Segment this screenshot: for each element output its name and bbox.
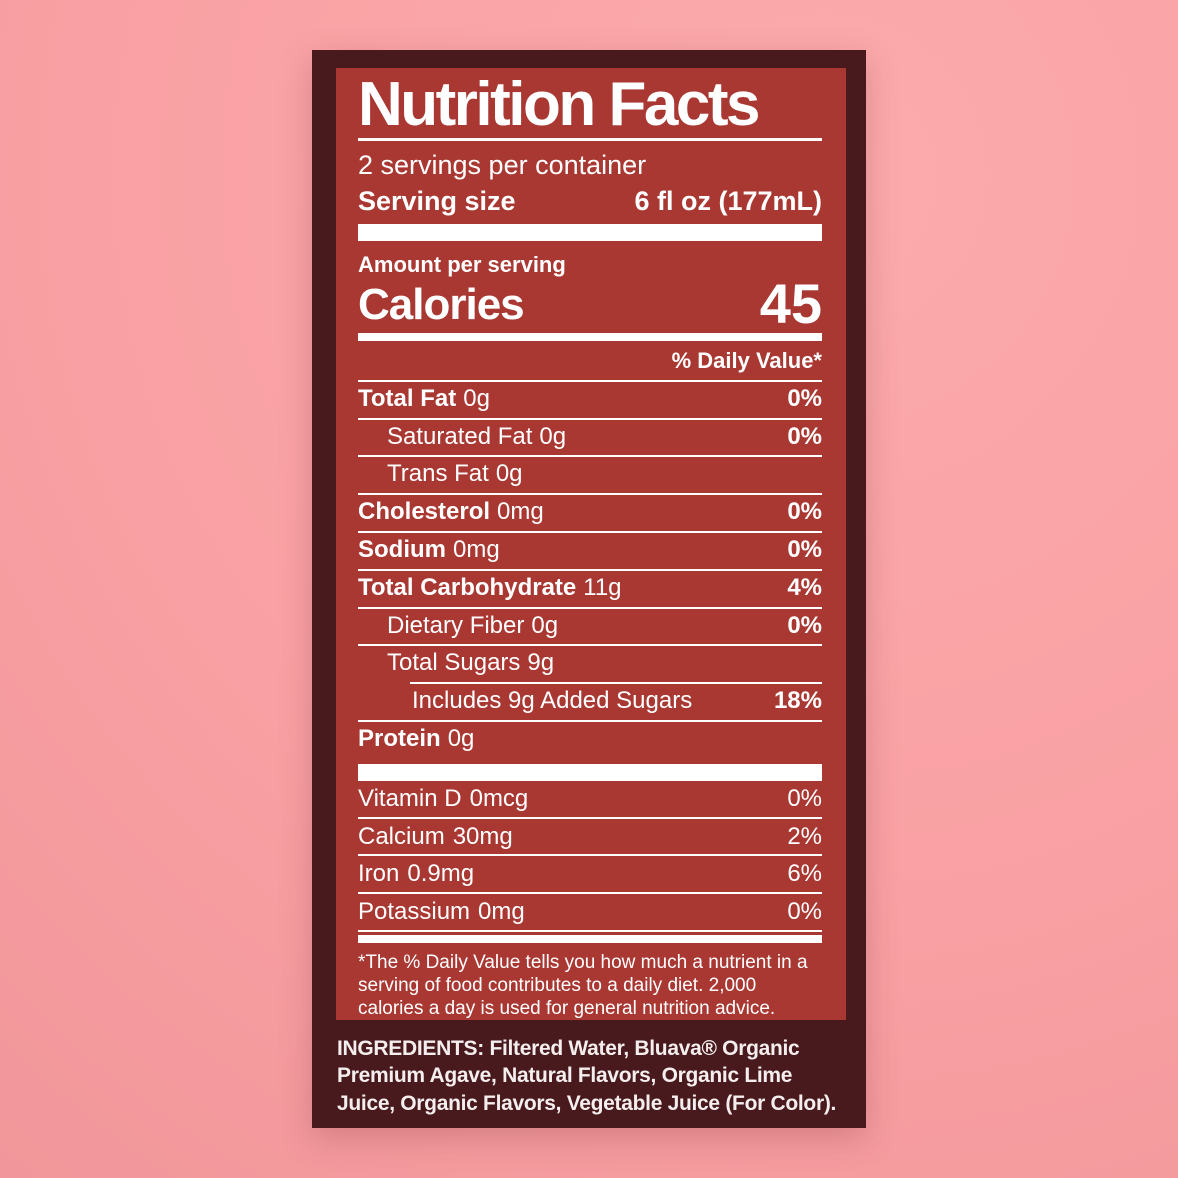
nutrient-amount: 0g (495, 460, 523, 488)
nutrient-label: Total Fat (358, 384, 457, 412)
nutrient-row-protein: Protein 0g (358, 722, 822, 758)
nutrient-label: Potassium (358, 898, 471, 926)
daily-value-footnote: *The % Daily Value tells you how much a … (358, 951, 808, 1020)
nutrient-row-total-fat: Total Fat 0g 0% (358, 382, 822, 420)
nutrient-dv: 0% (787, 498, 822, 526)
nutrient-amount: 0.9mg (407, 860, 475, 888)
calories-row: Calories 45 (358, 271, 822, 335)
nutrient-amount: 0g (447, 724, 475, 752)
nutrient-row-saturated-fat: Saturated Fat 0g 0% (358, 420, 822, 458)
nutrient-row-added-sugars: Includes 9g Added Sugars 18% (358, 684, 822, 722)
nutrient-label: Trans Fat (387, 460, 489, 488)
nutrient-row-cholesterol: Cholesterol 0mg 0% (358, 495, 822, 533)
nutrient-dv: 4% (787, 573, 822, 601)
nutrient-amount: 0g (539, 422, 567, 450)
nutrient-amount: 9g (527, 649, 555, 677)
separator-thick (358, 763, 822, 781)
micronutrient-row-calcium: Calcium 30mg 2% (358, 819, 822, 857)
nutrient-amount: 11g (583, 573, 622, 601)
nutrient-label: Total Sugars (387, 649, 521, 677)
nutrient-amount: 0mg (497, 498, 544, 526)
nutrient-label: Sodium (358, 535, 446, 563)
nutrient-amount: 0mcg (469, 784, 529, 812)
micronutrient-row-iron: Iron 0.9mg 6% (358, 856, 822, 895)
nutrient-dv: 6% (787, 860, 822, 888)
serving-size-value: 6 fl oz (177mL) (634, 185, 822, 216)
nutrient-row-trans-fat: Trans Fat 0g (358, 457, 822, 496)
calories-value: 45 (759, 271, 822, 335)
nutrient-amount: 0mg (478, 898, 525, 926)
nutrient-amount: 0mg (453, 535, 500, 563)
servings-per-container: 2 servings per container (358, 150, 647, 181)
nutrient-row-total-sugars: Total Sugars 9g (358, 646, 822, 682)
nutrient-label: Vitamin D (358, 784, 462, 812)
nutrient-amount: 0g (531, 611, 559, 639)
nutrient-dv: 0% (787, 611, 822, 639)
nutrient-row-dietary-fiber: Dietary Fiber 0g 0% (358, 609, 822, 647)
serving-size-row: Serving size 6 fl oz (177mL) (358, 184, 822, 218)
divider-partial (410, 682, 822, 685)
micronutrient-row-vitamin-d: Vitamin D 0mcg 0% (358, 781, 822, 819)
nutrient-amount: 30mg (452, 822, 513, 850)
nutrient-label: Dietary Fiber (387, 611, 525, 639)
nutrient-label: Iron (358, 860, 400, 888)
nutrient-dv: 0% (787, 535, 822, 563)
nutrient-label: Total Carbohydrate (358, 573, 577, 601)
separator-medium (358, 333, 822, 342)
nutrient-label: Calcium (358, 822, 445, 850)
nutrient-dv: 0% (787, 384, 822, 412)
nutrient-dv: 18% (773, 687, 822, 715)
nutrition-facts-panel: Nutrition Facts 2 servings per container… (336, 68, 846, 1020)
nutrient-row-total-carbohydrate: Total Carbohydrate 11g 4% (358, 571, 822, 609)
divider-thin (358, 138, 822, 142)
nutrient-label: Saturated Fat (387, 422, 533, 450)
micronutrient-row-potassium: Potassium 0mg 0% (358, 894, 822, 932)
daily-value-header: % Daily Value* (358, 341, 822, 382)
separator-medium (358, 934, 822, 943)
nutrient-label: Protein (358, 724, 441, 752)
nutrition-facts-title: Nutrition Facts (358, 70, 760, 139)
nutrition-label-card: Nutrition Facts 2 servings per container… (312, 50, 866, 1128)
separator-thick (358, 223, 822, 241)
nutrient-amount: 0g (463, 384, 490, 412)
nutrient-label: Includes 9g Added Sugars (412, 687, 693, 715)
serving-size-label: Serving size (358, 185, 516, 216)
nutrient-dv: 2% (787, 822, 822, 850)
nutrient-dv: 0% (787, 784, 822, 812)
nutrient-row-sodium: Sodium 0mg 0% (358, 533, 822, 571)
calories-label: Calories (358, 280, 525, 330)
nutrient-dv: 0% (787, 422, 822, 450)
ingredients-text: INGREDIENTS: Filtered Water, Bluava® Org… (337, 1037, 837, 1115)
nutrient-dv: 0% (787, 898, 822, 926)
nutrient-label: Cholesterol (358, 498, 491, 526)
amount-per-serving-label: Amount per serving (358, 251, 566, 277)
